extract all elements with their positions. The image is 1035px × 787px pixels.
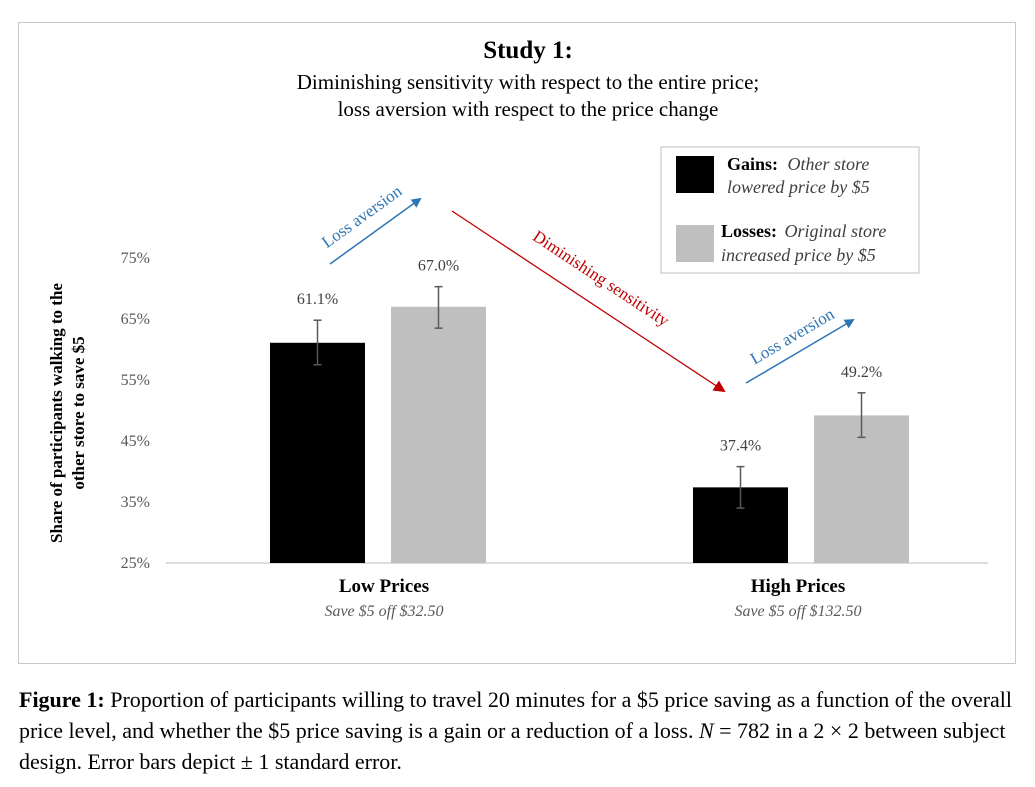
diminishing-sensitivity-arrow xyxy=(451,210,726,393)
error-bar xyxy=(313,319,322,366)
caption-n-symbol: N xyxy=(698,718,714,743)
data-label: 49.2% xyxy=(841,364,882,381)
category-label-high-prices: High Prices xyxy=(751,576,845,597)
legend-losses-name: Losses: xyxy=(721,221,777,241)
diminishing-sensitivity-label: Diminishing sensitivity xyxy=(529,227,673,331)
bar-losses-low xyxy=(391,306,486,563)
bar-chart: Study 1: Diminishing sensitivity with re… xyxy=(47,37,988,620)
legend-gains-detail-1: Other store xyxy=(788,154,870,174)
data-label: 67.0% xyxy=(418,258,459,275)
y-tick-label: 55% xyxy=(121,372,150,389)
data-label: 37.4% xyxy=(720,438,761,455)
legend-gains-name: Gains: xyxy=(727,154,778,174)
caption-label: Figure 1: xyxy=(19,687,105,712)
legend-losses-detail-1: Original store xyxy=(785,221,887,241)
legend: Gains: Other store lowered price by $5 L… xyxy=(660,146,920,274)
y-tick-label: 45% xyxy=(121,433,150,450)
y-tick-label: 35% xyxy=(121,494,150,511)
y-tick-labels: 75% 65% 55% 45% 35% 25% xyxy=(121,250,150,572)
y-tick-label: 65% xyxy=(121,311,150,328)
loss-aversion-arrow-high xyxy=(745,318,855,384)
category-label-low-prices: Low Prices xyxy=(339,576,429,597)
figure-caption: Figure 1: Proportion of participants wil… xyxy=(19,684,1019,777)
bar-gains-low xyxy=(270,342,365,563)
legend-gains-detail-2: lowered price by $5 xyxy=(727,177,870,197)
chart-subtitle-line-2: loss aversion with respect to the price … xyxy=(338,97,719,121)
caption-text-a: Proportion of participants willing to tr… xyxy=(19,687,1013,743)
category-sublabel-low-prices: Save $5 off $32.50 xyxy=(324,603,443,620)
error-bar xyxy=(736,465,745,509)
legend-swatch-gains xyxy=(676,156,714,193)
y-axis-label-line-1: Share of participants walking to the xyxy=(47,283,66,543)
legend-entry-gains: Gains: Other store xyxy=(727,154,869,174)
loss-aversion-arrow-low xyxy=(329,197,422,265)
error-bar xyxy=(857,392,866,439)
legend-swatch-losses xyxy=(676,225,714,262)
bar-losses-high xyxy=(814,415,909,563)
error-bar xyxy=(434,285,443,329)
caption-text-b: = 782 in a 2 × 2 between subject design.… xyxy=(19,718,1006,774)
legend-losses-detail-2: increased price by $5 xyxy=(721,245,876,265)
legend-entry-losses: Losses: Original store xyxy=(721,221,886,241)
category-sublabel-high-prices: Save $5 off $132.50 xyxy=(734,603,861,620)
chart-subtitle-line-1: Diminishing sensitivity with respect to … xyxy=(297,70,760,94)
bars: 61.1% 37.4% 67.0% 49.2% xyxy=(270,258,909,563)
figure-frame xyxy=(18,22,1016,664)
chart-title: Study 1: xyxy=(483,37,573,64)
data-label: 61.1% xyxy=(297,291,338,308)
y-tick-label: 75% xyxy=(121,250,150,267)
y-axis-label-line-2: other store to save $5 xyxy=(69,336,88,489)
y-tick-label: 25% xyxy=(121,555,150,572)
